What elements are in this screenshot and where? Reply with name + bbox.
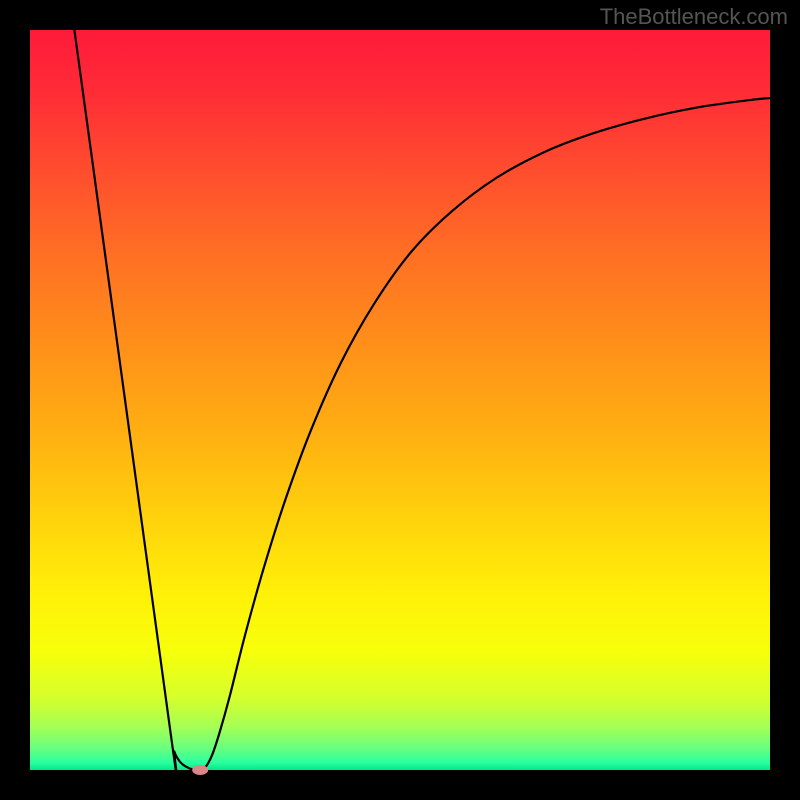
bottleneck-chart — [0, 0, 800, 800]
watermark-text: TheBottleneck.com — [600, 4, 788, 30]
chart-container: TheBottleneck.com — [0, 0, 800, 800]
minimum-marker — [192, 765, 208, 775]
chart-background — [30, 30, 770, 770]
